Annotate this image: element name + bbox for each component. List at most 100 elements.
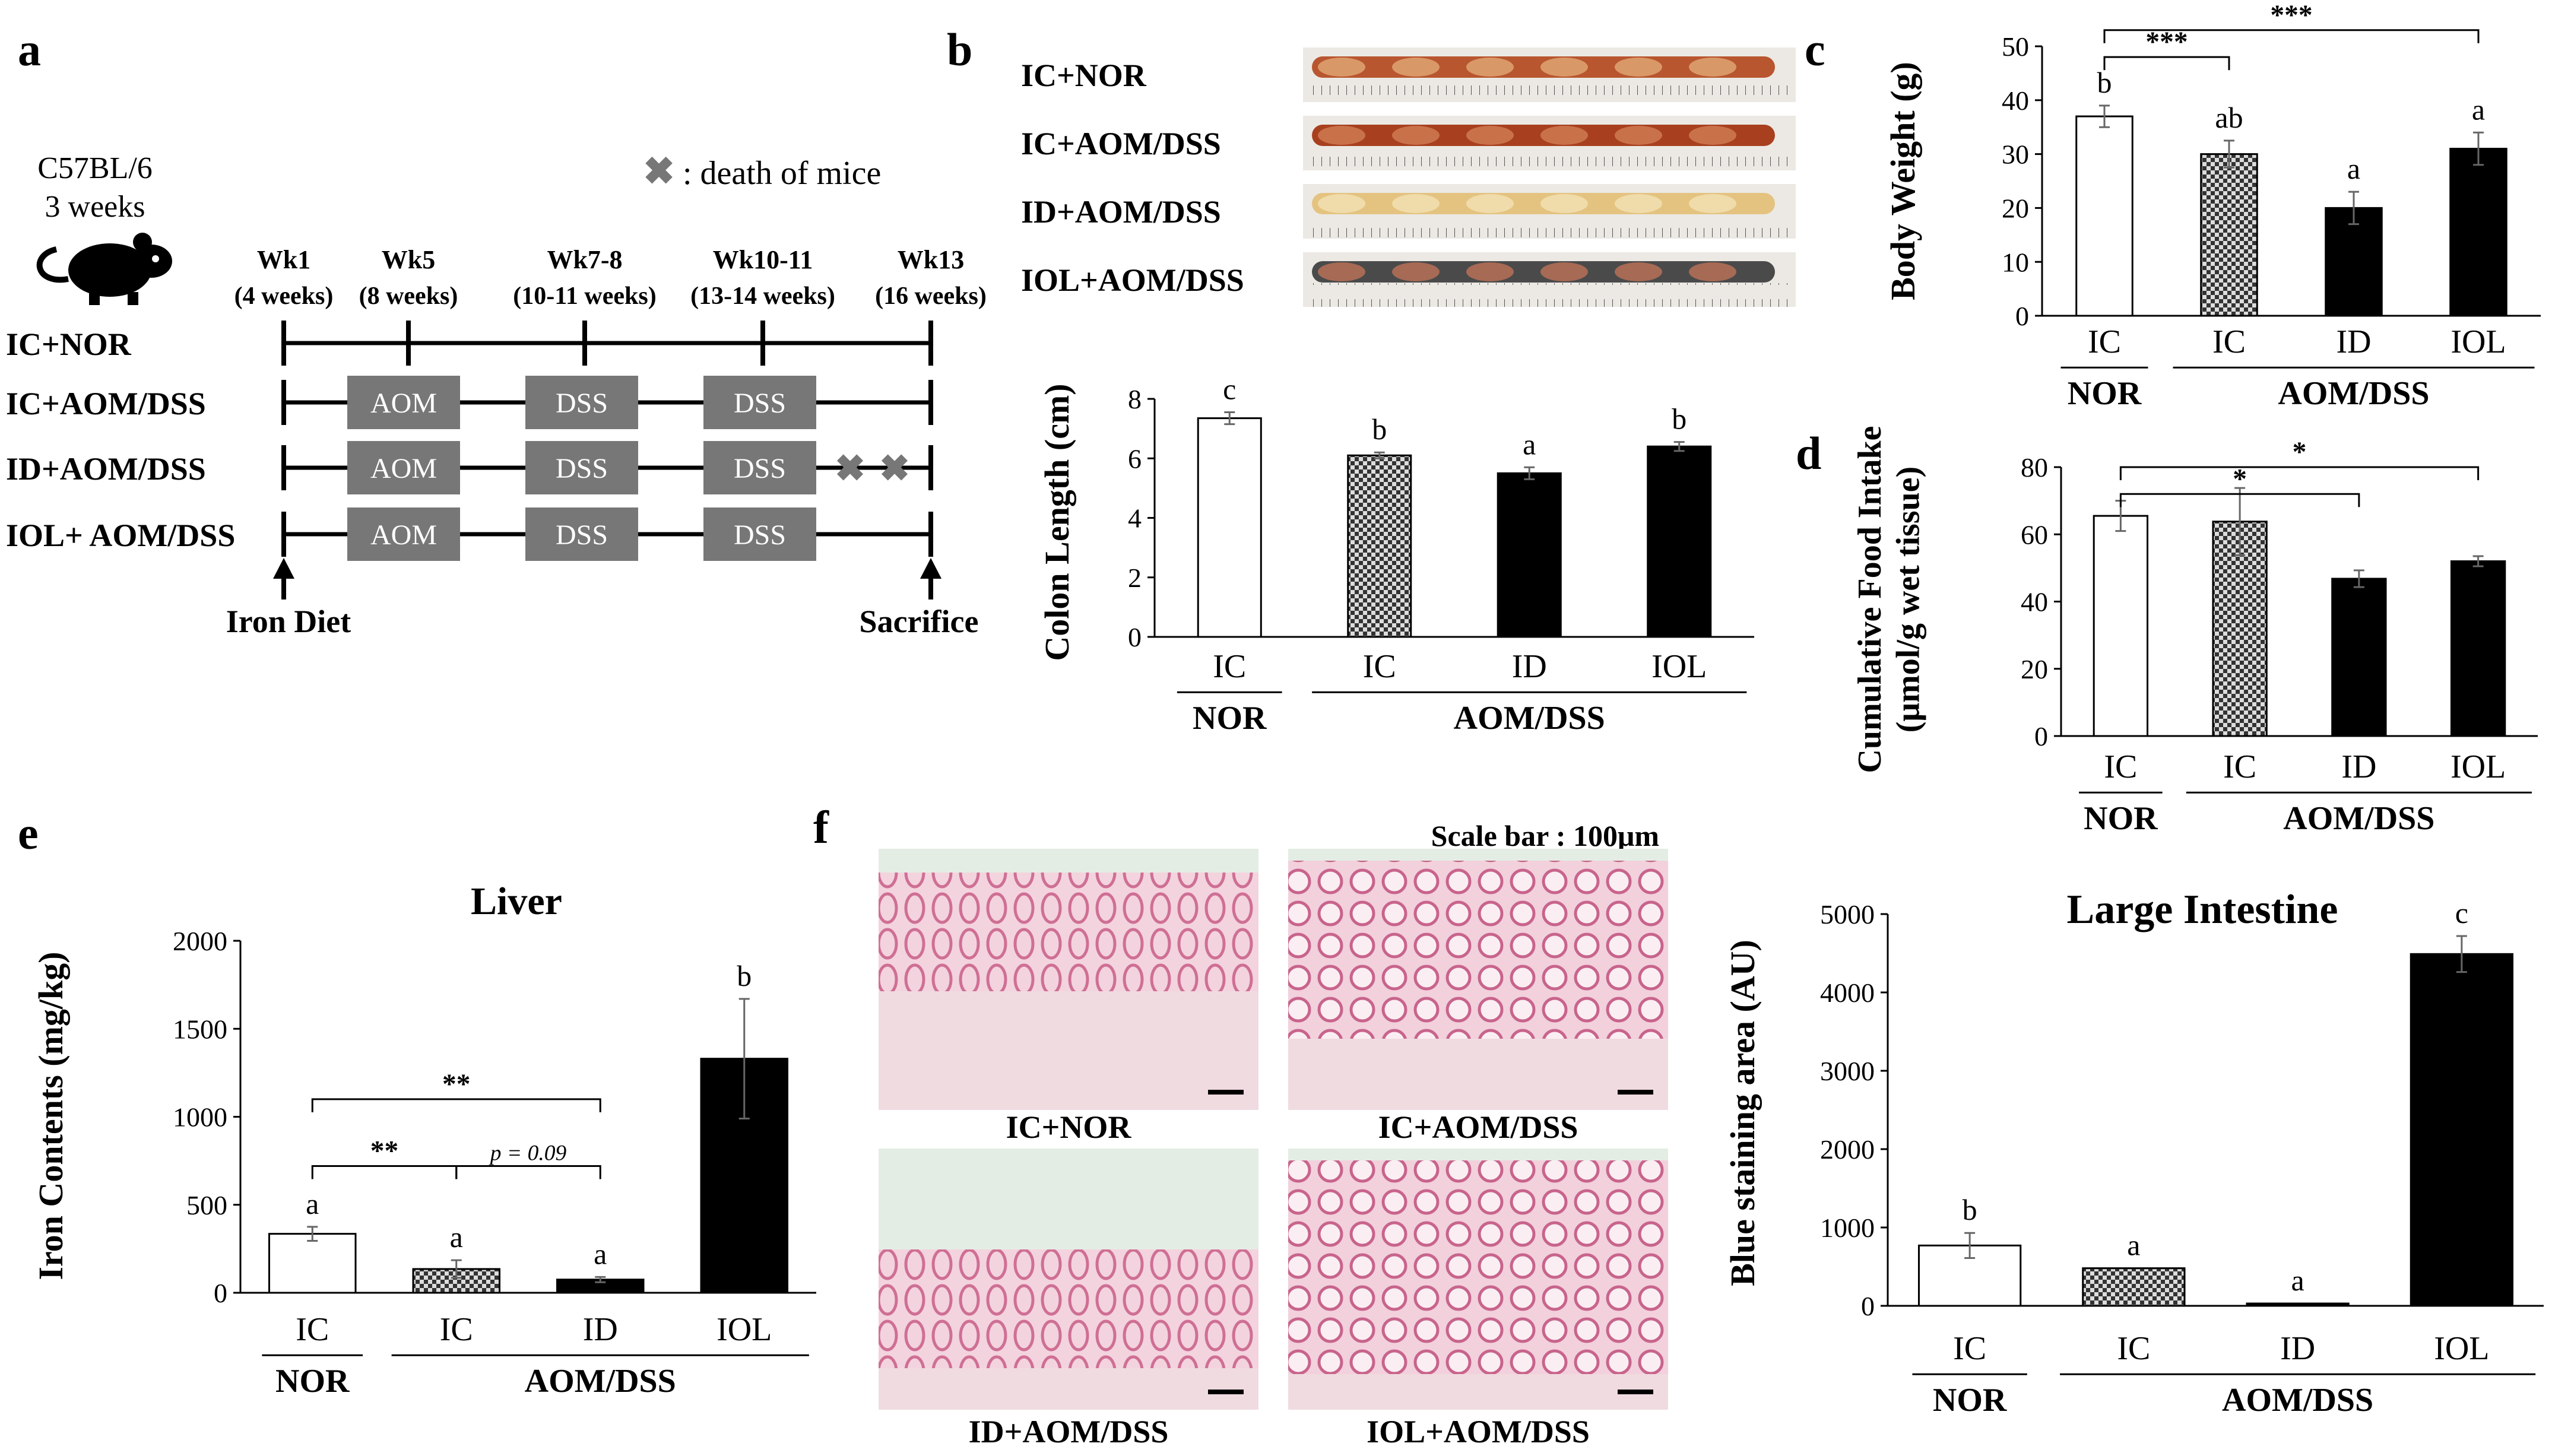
chart-title: Liver — [471, 880, 562, 923]
colon-photo-label: IC+AOM/DSS — [1021, 126, 1221, 161]
colon-segment — [1392, 58, 1440, 77]
strain-label: C57BL/6 — [37, 151, 153, 185]
week-age-label: (4 weeks) — [234, 283, 334, 310]
group-label-aom: AOM/DSS — [2283, 800, 2434, 837]
treatment-box — [347, 376, 460, 429]
chart-food-intake: Cumulative Food Intake (μmol/g wet tissue… — [1852, 426, 2538, 837]
chart-liver-iron: Liver Iron Contents (mg/kg) 0 500 1000 1500 20… — [31, 880, 816, 1400]
y-tick-label: 1500 — [173, 1014, 227, 1044]
significance-letter: b — [737, 959, 752, 992]
y-tick-label: 1000 — [1820, 1213, 1875, 1243]
x-tick-label: ID — [2336, 323, 2371, 360]
y-axis-label-units: (μmol/g wet tissue) — [1890, 467, 1926, 733]
death-legend-label: : death of mice — [683, 155, 881, 192]
chart-body-weight: Body Weight (g) 0 10 20 30 40 50 b IC ab IC a ID a IOL… — [1884, 0, 2541, 412]
treatment-label: AOM — [370, 453, 437, 484]
y-tick-label: 40 — [2002, 85, 2029, 116]
colon-segment — [1540, 126, 1588, 145]
iron-diet-label: Iron Diet — [226, 604, 351, 639]
colon-photo-label: IOL+AOM/DSS — [1021, 262, 1244, 298]
y-tick-label: 2000 — [173, 926, 227, 956]
y-tick-label: 3000 — [1820, 1056, 1875, 1086]
colon-segment — [1540, 194, 1588, 213]
y-tick-label: 20 — [2002, 194, 2029, 224]
chart-colon-length: Colon Length (cm) 0 2 4 6 8 c IC b IC a ID b IOL NOR AO… — [1038, 373, 1754, 737]
colon-segment — [1318, 126, 1365, 145]
bar — [2410, 953, 2514, 1307]
treatment-label: AOM — [370, 519, 437, 551]
significance-letter: a — [594, 1237, 607, 1270]
treatment-label: DSS — [734, 388, 786, 419]
y-tick-label: 0 — [1128, 622, 1142, 652]
x-tick-label: IC — [440, 1311, 473, 1348]
significance-letter: a — [2291, 1264, 2304, 1297]
arrow-up-icon — [273, 558, 294, 579]
treatment-box — [703, 376, 816, 429]
colon-photo-label: ID+AOM/DSS — [1021, 194, 1221, 230]
y-tick-label: 0 — [2034, 721, 2048, 751]
x-tick-label: IC — [1213, 648, 1246, 685]
x-tick-label: IOL — [2450, 748, 2506, 785]
significance-letter: a — [2127, 1229, 2140, 1262]
y-tick-label: 2000 — [1820, 1134, 1875, 1165]
week-age-label: (10-11 weeks) — [513, 283, 656, 310]
y-tick-label: 4000 — [1820, 978, 1875, 1008]
y-tick-label: 60 — [2021, 519, 2048, 550]
group-label-aom: AOM/DSS — [1454, 700, 1605, 737]
bar — [2200, 153, 2258, 317]
treatment-box — [347, 507, 460, 561]
colon-segment — [1615, 126, 1662, 145]
timeline-panel: C57BL/6 3 weeks ✖ : death of mice Wk1 (4 … — [6, 150, 987, 639]
muscle-layer — [1288, 1374, 1668, 1410]
y-axis-label: Cumulative Food Intake — [1852, 426, 1888, 773]
significance-bracket — [2103, 56, 2230, 71]
x-tick-label: ID — [583, 1311, 618, 1348]
histology-panel: Scale bar : 100μm IC+NOR IC+AOM/DSS ID+AOM/… — [879, 819, 1668, 1449]
group-label-aom: AOM/DSS — [525, 1363, 676, 1400]
x-tick-label: ID — [1512, 648, 1547, 685]
colon-photos: IC+NOR IC+AOM/DSS ID+AOM/DSS IOL+AOM/DSS — [1021, 47, 1796, 307]
colon-segment — [1318, 262, 1365, 281]
colon-segment — [1466, 58, 1514, 77]
y-tick-label: 80 — [2021, 452, 2048, 483]
panel-letter-f: f — [813, 801, 829, 853]
significance-label: ** — [370, 1136, 399, 1167]
bar — [2325, 207, 2383, 317]
x-tick-label: IOL — [1651, 648, 1707, 685]
treatment-label: AOM — [370, 388, 437, 419]
colon-segment — [1615, 194, 1662, 213]
significance-label: ** — [442, 1069, 471, 1100]
week-label: Wk7-8 — [547, 245, 622, 274]
colon-segment — [1392, 194, 1440, 213]
bar — [2450, 560, 2506, 737]
x-tick-label: IOL — [2450, 323, 2506, 360]
week-label: Wk10-11 — [713, 245, 813, 274]
y-tick-label: 1000 — [173, 1102, 227, 1133]
significance-letter: ab — [2215, 101, 2243, 134]
panel-letter-a: a — [18, 24, 41, 75]
x-tick-label: IC — [2212, 323, 2246, 360]
y-tick-label: 30 — [2002, 139, 2029, 170]
week-age-label: (8 weeks) — [359, 283, 458, 310]
colon-segment — [1689, 194, 1736, 213]
y-tick-label: 6 — [1128, 443, 1142, 474]
tissue-region — [1288, 861, 1668, 1039]
treatment-box — [525, 441, 638, 494]
scale-bar-label: Scale bar : 100μm — [1431, 819, 1659, 852]
week-age-label: (16 weeks) — [875, 283, 987, 310]
treatment-box — [525, 507, 638, 561]
significance-letter: b — [2097, 66, 2112, 99]
significance-bracket — [2103, 29, 2480, 43]
colon-segment — [1540, 58, 1588, 77]
y-tick-label: 40 — [2021, 587, 2048, 617]
colon-segment — [1466, 262, 1514, 281]
x-tick-label: IC — [296, 1311, 329, 1348]
chart-large-intestine: Large Intestine Blue staining area (AU) 0 1… — [1723, 887, 2544, 1419]
significance-label: *** — [2270, 0, 2312, 31]
bar — [2212, 521, 2268, 737]
y-tick-label: 8 — [1128, 384, 1142, 414]
y-axis-label: Blue staining area (AU) — [1723, 940, 1762, 1286]
y-tick-label: 0 — [1861, 1291, 1875, 1321]
treatment-label: DSS — [556, 388, 608, 419]
muscle-layer — [879, 991, 1258, 1110]
